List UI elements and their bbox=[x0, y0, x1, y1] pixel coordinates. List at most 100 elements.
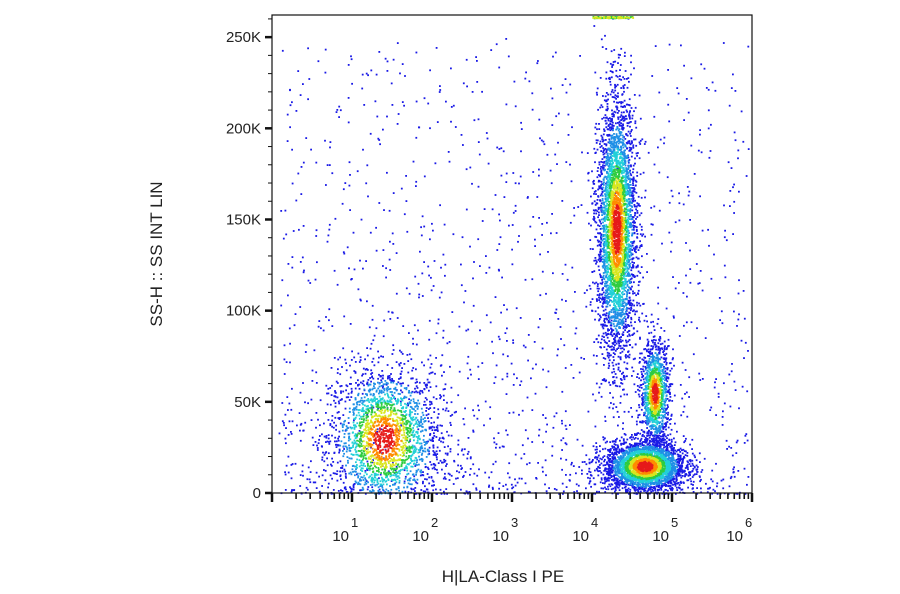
event-point bbox=[648, 429, 650, 432]
event-point bbox=[465, 168, 468, 171]
event-point bbox=[585, 463, 588, 466]
event-point bbox=[360, 476, 363, 479]
event-point bbox=[649, 353, 652, 355]
event-point bbox=[612, 416, 615, 419]
event-point bbox=[308, 478, 311, 481]
event-point bbox=[432, 463, 435, 465]
event-point bbox=[337, 437, 339, 440]
event-point bbox=[446, 493, 448, 495]
event-point bbox=[589, 474, 592, 476]
event-point bbox=[631, 140, 633, 143]
event-point bbox=[608, 354, 611, 357]
event-point bbox=[348, 432, 351, 435]
event-point bbox=[639, 223, 641, 226]
event-point bbox=[388, 209, 391, 212]
event-point bbox=[565, 300, 567, 302]
event-point bbox=[620, 382, 622, 384]
event-point bbox=[670, 444, 673, 446]
event-point bbox=[689, 268, 692, 270]
event-point bbox=[613, 346, 615, 349]
event-point bbox=[631, 233, 634, 235]
event-point bbox=[330, 464, 333, 467]
event-point bbox=[606, 105, 609, 108]
event-point bbox=[433, 260, 436, 262]
event-point bbox=[601, 289, 604, 291]
event-point bbox=[619, 149, 622, 151]
event-point bbox=[644, 360, 647, 363]
event-point bbox=[377, 490, 380, 492]
event-point bbox=[604, 468, 606, 471]
event-point bbox=[671, 195, 674, 198]
event-point bbox=[348, 184, 351, 187]
event-point bbox=[679, 457, 682, 460]
event-point bbox=[633, 67, 635, 70]
event-point bbox=[607, 128, 610, 131]
event-point bbox=[600, 256, 603, 259]
event-point bbox=[603, 320, 606, 322]
event-point bbox=[440, 440, 442, 443]
event-point bbox=[615, 483, 617, 485]
event-point bbox=[683, 405, 686, 408]
event-point bbox=[289, 89, 291, 92]
event-point bbox=[537, 60, 539, 62]
event-point bbox=[632, 194, 635, 197]
event-point bbox=[595, 262, 597, 265]
event-point bbox=[605, 126, 608, 129]
event-point bbox=[628, 184, 631, 186]
event-point bbox=[617, 101, 619, 104]
event-point bbox=[288, 420, 291, 423]
event-point bbox=[404, 490, 407, 493]
event-point bbox=[605, 285, 607, 287]
event-point bbox=[612, 127, 614, 130]
event-point bbox=[414, 405, 417, 408]
event-point bbox=[612, 403, 615, 406]
event-point bbox=[633, 262, 635, 264]
event-point bbox=[595, 193, 597, 195]
event-point bbox=[607, 449, 609, 451]
event-point bbox=[610, 136, 613, 139]
event-point bbox=[347, 97, 350, 99]
event-point bbox=[328, 228, 331, 231]
event-point bbox=[516, 481, 519, 484]
event-point bbox=[605, 478, 608, 481]
event-point bbox=[386, 364, 389, 366]
event-point bbox=[434, 429, 436, 432]
event-point bbox=[332, 489, 335, 491]
event-point bbox=[364, 470, 367, 472]
event-point bbox=[623, 115, 625, 118]
event-point bbox=[531, 409, 534, 411]
event-point bbox=[338, 418, 341, 420]
event-point bbox=[341, 426, 344, 428]
event-point bbox=[392, 462, 394, 464]
event-point bbox=[606, 300, 609, 303]
event-point bbox=[626, 303, 628, 306]
event-point bbox=[631, 234, 633, 237]
event-point bbox=[639, 421, 642, 424]
event-point bbox=[343, 433, 346, 435]
event-point bbox=[555, 308, 558, 311]
event-point bbox=[596, 285, 599, 287]
event-point bbox=[373, 385, 375, 387]
event-point bbox=[691, 462, 694, 465]
event-point bbox=[629, 281, 632, 284]
event-point bbox=[603, 299, 606, 301]
event-point bbox=[665, 412, 668, 415]
event-point bbox=[676, 449, 679, 451]
event-point bbox=[634, 442, 636, 445]
event-point bbox=[616, 446, 619, 449]
event-point bbox=[597, 265, 600, 268]
event-point bbox=[601, 255, 604, 258]
event-point bbox=[625, 115, 627, 117]
event-point bbox=[607, 332, 609, 335]
event-point bbox=[353, 419, 355, 422]
event-point bbox=[370, 373, 372, 375]
event-point bbox=[721, 424, 724, 426]
event-point bbox=[302, 83, 304, 85]
event-point bbox=[516, 377, 518, 380]
event-point bbox=[415, 463, 417, 466]
event-point bbox=[363, 384, 365, 387]
event-point bbox=[435, 385, 438, 388]
event-point bbox=[421, 411, 424, 414]
event-point bbox=[457, 443, 460, 446]
event-point bbox=[604, 341, 607, 343]
